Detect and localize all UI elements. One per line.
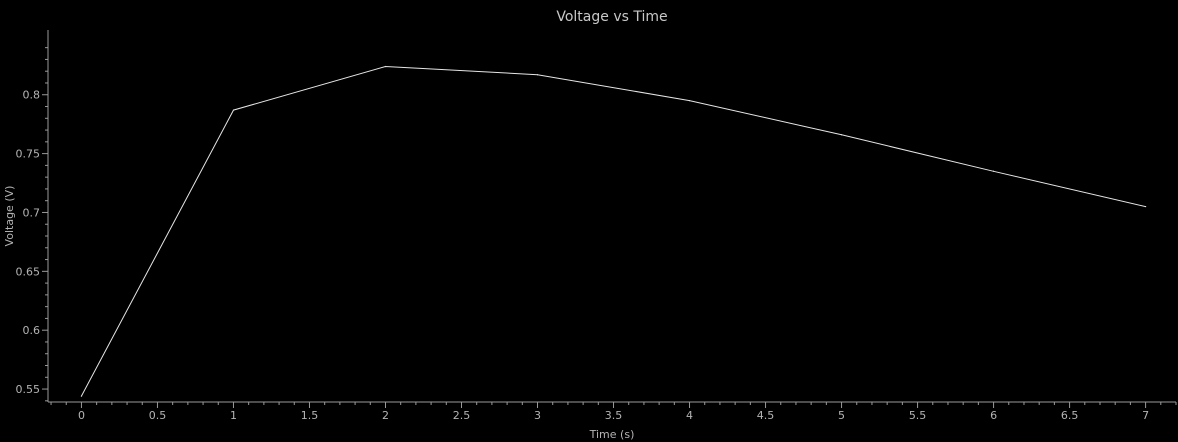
- y-tick-label: 0.75: [16, 148, 41, 161]
- chart-title: Voltage vs Time: [556, 9, 667, 25]
- x-tick-label: 1: [230, 409, 237, 422]
- x-tick-label: 2.5: [453, 409, 471, 422]
- data-point: [536, 74, 539, 76]
- data-point: [80, 395, 83, 397]
- x-tick-label: 3.5: [605, 409, 623, 422]
- x-tick-label: 1.5: [301, 409, 319, 422]
- x-tick-label: 7: [1142, 409, 1149, 422]
- data-point: [384, 65, 387, 68]
- y-tick-label: 0.55: [16, 383, 41, 396]
- plot-area: [80, 65, 1147, 397]
- x-tick-label: 4: [686, 409, 693, 422]
- y-tick-label: 0.7: [23, 206, 41, 219]
- x-axis-label: Time (s): [589, 428, 635, 441]
- y-tick-label: 0.65: [16, 265, 41, 278]
- data-point: [1144, 205, 1147, 208]
- data-point: [992, 170, 995, 172]
- x-tick-label: 0: [78, 409, 85, 422]
- data-point: [840, 134, 843, 136]
- x-tick-label: 3: [534, 409, 541, 422]
- x-tick-label: 5.5: [909, 409, 927, 422]
- x-axis-ticks: 0 0.5 1 1.5 2 2.5 3 3.5 4 4.5 5 5.5 6 6.5 7: [50, 402, 1177, 422]
- x-tick-label: 6.5: [1061, 409, 1079, 422]
- x-tick-label: 6: [990, 409, 997, 422]
- y-axis-label: Voltage (V): [3, 186, 16, 247]
- y-tick-label: 0.6: [23, 324, 41, 337]
- x-tick-label: 5: [838, 409, 845, 422]
- axes: [47, 30, 1176, 403]
- x-tick-label: 4.5: [757, 409, 775, 422]
- y-tick-label: 0.8: [23, 89, 41, 102]
- series-line-0: [80, 65, 1146, 397]
- x-tick-label: 0.5: [149, 409, 167, 422]
- data-point: [688, 100, 691, 102]
- x-tick-label: 2: [382, 409, 389, 422]
- data-point: [232, 109, 235, 111]
- y-axis-ticks: 0.55 0.6 0.65 0.7 0.75 0.8: [16, 47, 48, 402]
